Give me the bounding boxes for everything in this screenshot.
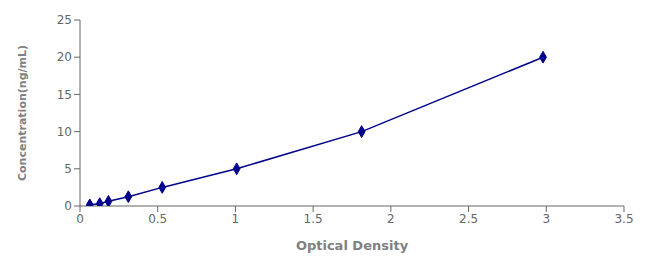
svg-text:5: 5 (64, 162, 72, 176)
svg-text:2: 2 (387, 212, 395, 226)
svg-text:Concentration(ng/mL): Concentration(ng/mL) (16, 45, 29, 181)
svg-text:1: 1 (232, 212, 240, 226)
svg-text:25: 25 (57, 13, 72, 27)
svg-text:3: 3 (542, 212, 550, 226)
svg-text:Optical Density: Optical Density (296, 238, 409, 253)
svg-text:0: 0 (64, 199, 72, 213)
svg-text:1.5: 1.5 (304, 212, 323, 226)
svg-text:20: 20 (57, 50, 72, 64)
svg-text:15: 15 (57, 88, 72, 102)
svg-text:10: 10 (57, 125, 72, 139)
svg-text:3.5: 3.5 (614, 212, 633, 226)
svg-text:2.5: 2.5 (459, 212, 478, 226)
svg-text:0.5: 0.5 (148, 212, 167, 226)
svg-text:0: 0 (76, 212, 84, 226)
